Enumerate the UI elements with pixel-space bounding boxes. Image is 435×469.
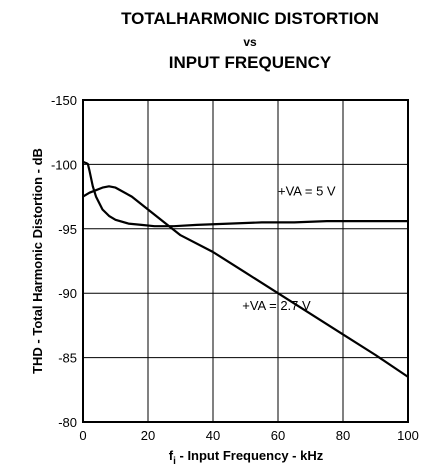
x-axis-label-rest: - Input Frequency - kHz bbox=[176, 448, 324, 463]
plot-frame bbox=[82, 99, 409, 423]
annotations: +VA = 5 V +VA = 2.7 V bbox=[242, 183, 336, 313]
x-tick-label: 80 bbox=[336, 428, 350, 443]
series-lines bbox=[82, 160, 409, 378]
x-tick-label: 20 bbox=[141, 428, 155, 443]
x-tick-label: 60 bbox=[271, 428, 285, 443]
y-tick-label: -95 bbox=[58, 222, 77, 237]
y-tick-label: -85 bbox=[58, 351, 77, 366]
chart-title-line3: INPUT FREQUENCY bbox=[169, 53, 332, 72]
series-annotation-2: +VA = 2.7 V bbox=[242, 298, 311, 313]
y-tick-label: -100 bbox=[51, 157, 77, 172]
y-tick-label: -80 bbox=[58, 415, 77, 430]
x-tick-label: 40 bbox=[206, 428, 220, 443]
grid-lines bbox=[83, 100, 408, 422]
y-axis-label: THD - Total Harmonic Distortion - dB bbox=[30, 148, 45, 374]
series-line-2 bbox=[82, 185, 409, 378]
x-axis-label-sub: i bbox=[173, 456, 176, 467]
x-axis-label-main: f bbox=[169, 448, 174, 463]
y-tick-label: -150 bbox=[51, 93, 77, 108]
chart-title-line2: vs bbox=[243, 35, 257, 49]
chart-title-line1: TOTALHARMONIC DISTORTION bbox=[121, 9, 379, 28]
x-axis-label: fi - Input Frequency - kHz bbox=[169, 448, 324, 467]
x-tick-label: 0 bbox=[79, 428, 86, 443]
series-line-1 bbox=[82, 160, 408, 228]
tick-labels: -150 -100 -95 -90 -85 -800 20 40 60 80 100 bbox=[51, 93, 419, 443]
x-tick-label: 100 bbox=[397, 428, 419, 443]
series-annotation-1: +VA = 5 V bbox=[278, 183, 336, 198]
y-tick-label: -90 bbox=[58, 286, 77, 301]
